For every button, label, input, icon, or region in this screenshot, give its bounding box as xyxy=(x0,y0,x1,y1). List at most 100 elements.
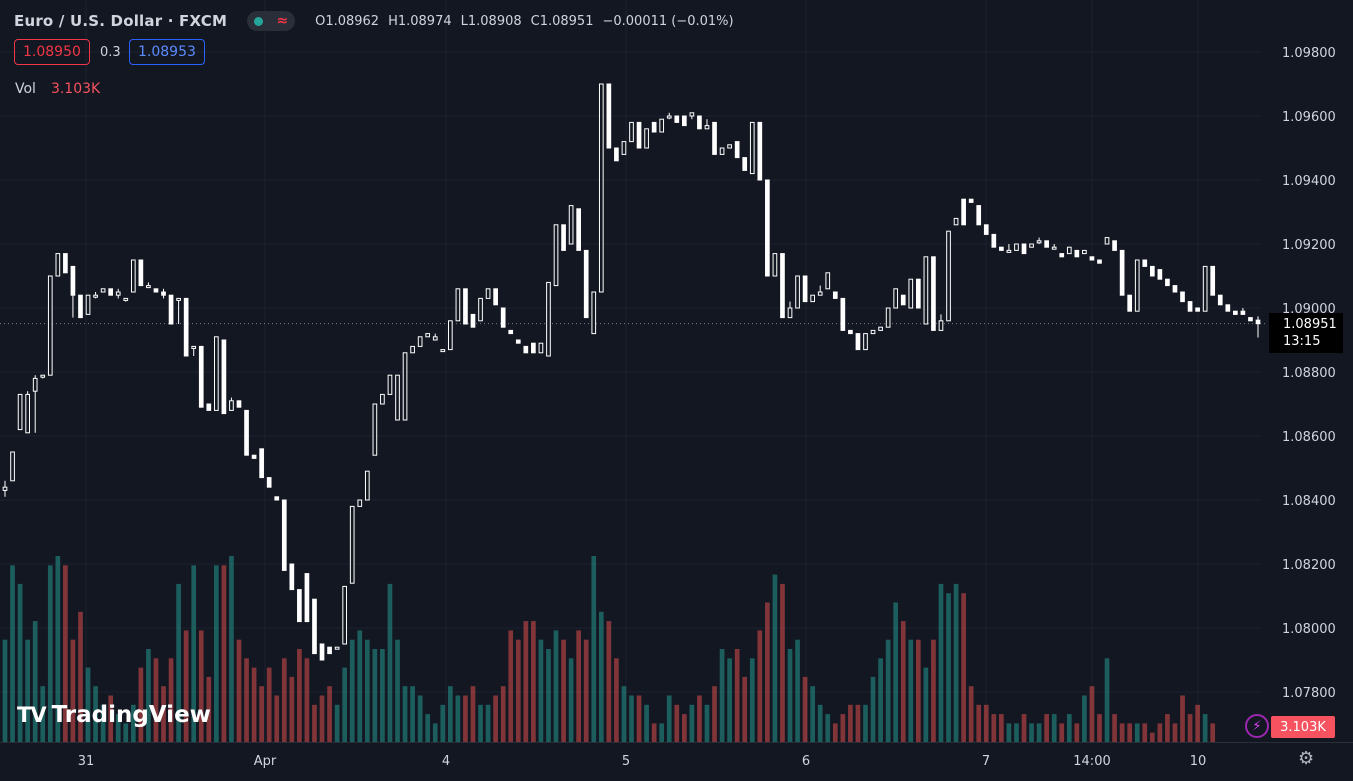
bid-button[interactable]: 1.08950 xyxy=(14,39,90,65)
volume-bar xyxy=(606,621,612,742)
volume-bar xyxy=(206,676,212,742)
candle-body xyxy=(523,345,529,354)
close-value: 1.08951 xyxy=(539,13,594,29)
candle-body xyxy=(946,230,951,322)
candle-body xyxy=(900,294,906,306)
low-value: 1.08908 xyxy=(467,13,522,29)
status-pill[interactable]: ≈ xyxy=(247,11,296,31)
gear-icon[interactable]: ⚙ xyxy=(1298,748,1315,769)
volume-bar xyxy=(961,593,966,742)
candle-body xyxy=(266,477,272,488)
volume-bar xyxy=(553,630,559,742)
candle-body xyxy=(1089,256,1095,261)
volume-bar xyxy=(289,676,295,742)
volume-bar xyxy=(221,565,227,742)
volume-bar xyxy=(85,667,91,742)
candle-body xyxy=(863,333,868,351)
candle-body xyxy=(1240,310,1246,315)
candle-body xyxy=(1044,240,1049,248)
volume-bar xyxy=(25,639,30,742)
candle-body xyxy=(183,297,189,357)
candle-body xyxy=(697,115,702,130)
candle-body xyxy=(983,224,989,235)
candle-body xyxy=(606,83,612,149)
candle-body xyxy=(78,294,83,319)
volume-bar xyxy=(387,583,393,742)
candle-body xyxy=(432,336,438,341)
lightning-icon[interactable]: ⚡ xyxy=(1245,714,1269,738)
x-tick-label: 7 xyxy=(982,754,990,769)
candle-body xyxy=(855,333,861,351)
volume-bar xyxy=(364,639,370,742)
candle-body xyxy=(1074,249,1080,258)
candle-body xyxy=(749,121,755,175)
candle-body xyxy=(1217,294,1223,306)
tradingview-logo-icon: TV xyxy=(17,703,47,727)
volume-bar xyxy=(1149,732,1155,742)
volume-bar xyxy=(334,704,340,742)
candle-body xyxy=(780,253,785,319)
candle-body xyxy=(802,275,808,303)
candle-body xyxy=(206,403,212,411)
candle-body xyxy=(63,253,68,274)
market-open-dot-icon xyxy=(253,16,263,26)
symbol-title[interactable]: Euro / U.S. Dollar · FXCM xyxy=(14,12,228,30)
candle-body xyxy=(614,147,619,162)
volume-bar xyxy=(342,667,348,742)
volume-bar xyxy=(991,714,997,742)
volume-bar xyxy=(198,630,204,742)
candle-body xyxy=(1248,317,1253,322)
volume-bar xyxy=(395,639,400,742)
candle-body xyxy=(659,118,665,133)
ask-button[interactable]: 1.08953 xyxy=(129,39,205,65)
candle-body xyxy=(1149,265,1155,277)
volume-bar xyxy=(885,639,891,742)
candle-body xyxy=(1172,285,1178,293)
candle-body xyxy=(274,496,280,501)
volume-bar xyxy=(915,639,921,742)
volume-bar xyxy=(802,676,808,742)
volume-bar xyxy=(780,583,785,742)
volume-bar xyxy=(508,630,514,742)
candle-body xyxy=(349,505,355,584)
volume-bar xyxy=(523,621,529,742)
candle-body xyxy=(938,320,944,331)
candle-body xyxy=(123,297,129,301)
volume-bar xyxy=(17,583,23,742)
volume-bar xyxy=(236,639,242,742)
volume-bar xyxy=(931,639,936,742)
volume-bar xyxy=(312,704,317,742)
volume-bar xyxy=(765,602,770,742)
volume-bar xyxy=(742,676,748,742)
x-tick-label: Apr xyxy=(254,754,277,769)
tradingview-logo[interactable]: TV TradingView xyxy=(17,702,211,728)
candle-body xyxy=(832,291,838,299)
candle-body xyxy=(666,115,672,119)
candle-body xyxy=(425,333,431,338)
candle-body xyxy=(402,352,408,421)
candle-body xyxy=(531,342,536,354)
y-tick-label: 1.08200 xyxy=(1282,558,1336,573)
volume-bar xyxy=(561,639,566,742)
volume-label[interactable]: Vol xyxy=(15,81,36,97)
volume-bar xyxy=(621,686,627,742)
volume-bar xyxy=(1210,723,1216,742)
y-tick-label: 1.08600 xyxy=(1282,430,1336,445)
change-value: −0.00011 (−0.01%) xyxy=(602,13,734,29)
volume-bar xyxy=(123,723,129,742)
candle-body xyxy=(644,128,649,149)
volume-bar xyxy=(349,639,355,742)
volume-bar xyxy=(417,695,423,742)
volume-bar xyxy=(697,695,702,742)
volume-bar xyxy=(1142,723,1148,742)
candle-body xyxy=(153,288,159,293)
candle-body xyxy=(742,157,748,171)
candle-body xyxy=(493,288,498,306)
volume-bar xyxy=(161,686,166,742)
candle-body xyxy=(712,121,717,155)
candle-body xyxy=(1195,307,1200,312)
candle-body xyxy=(1255,319,1261,325)
candle-body xyxy=(591,291,597,335)
candle-body xyxy=(704,125,710,130)
